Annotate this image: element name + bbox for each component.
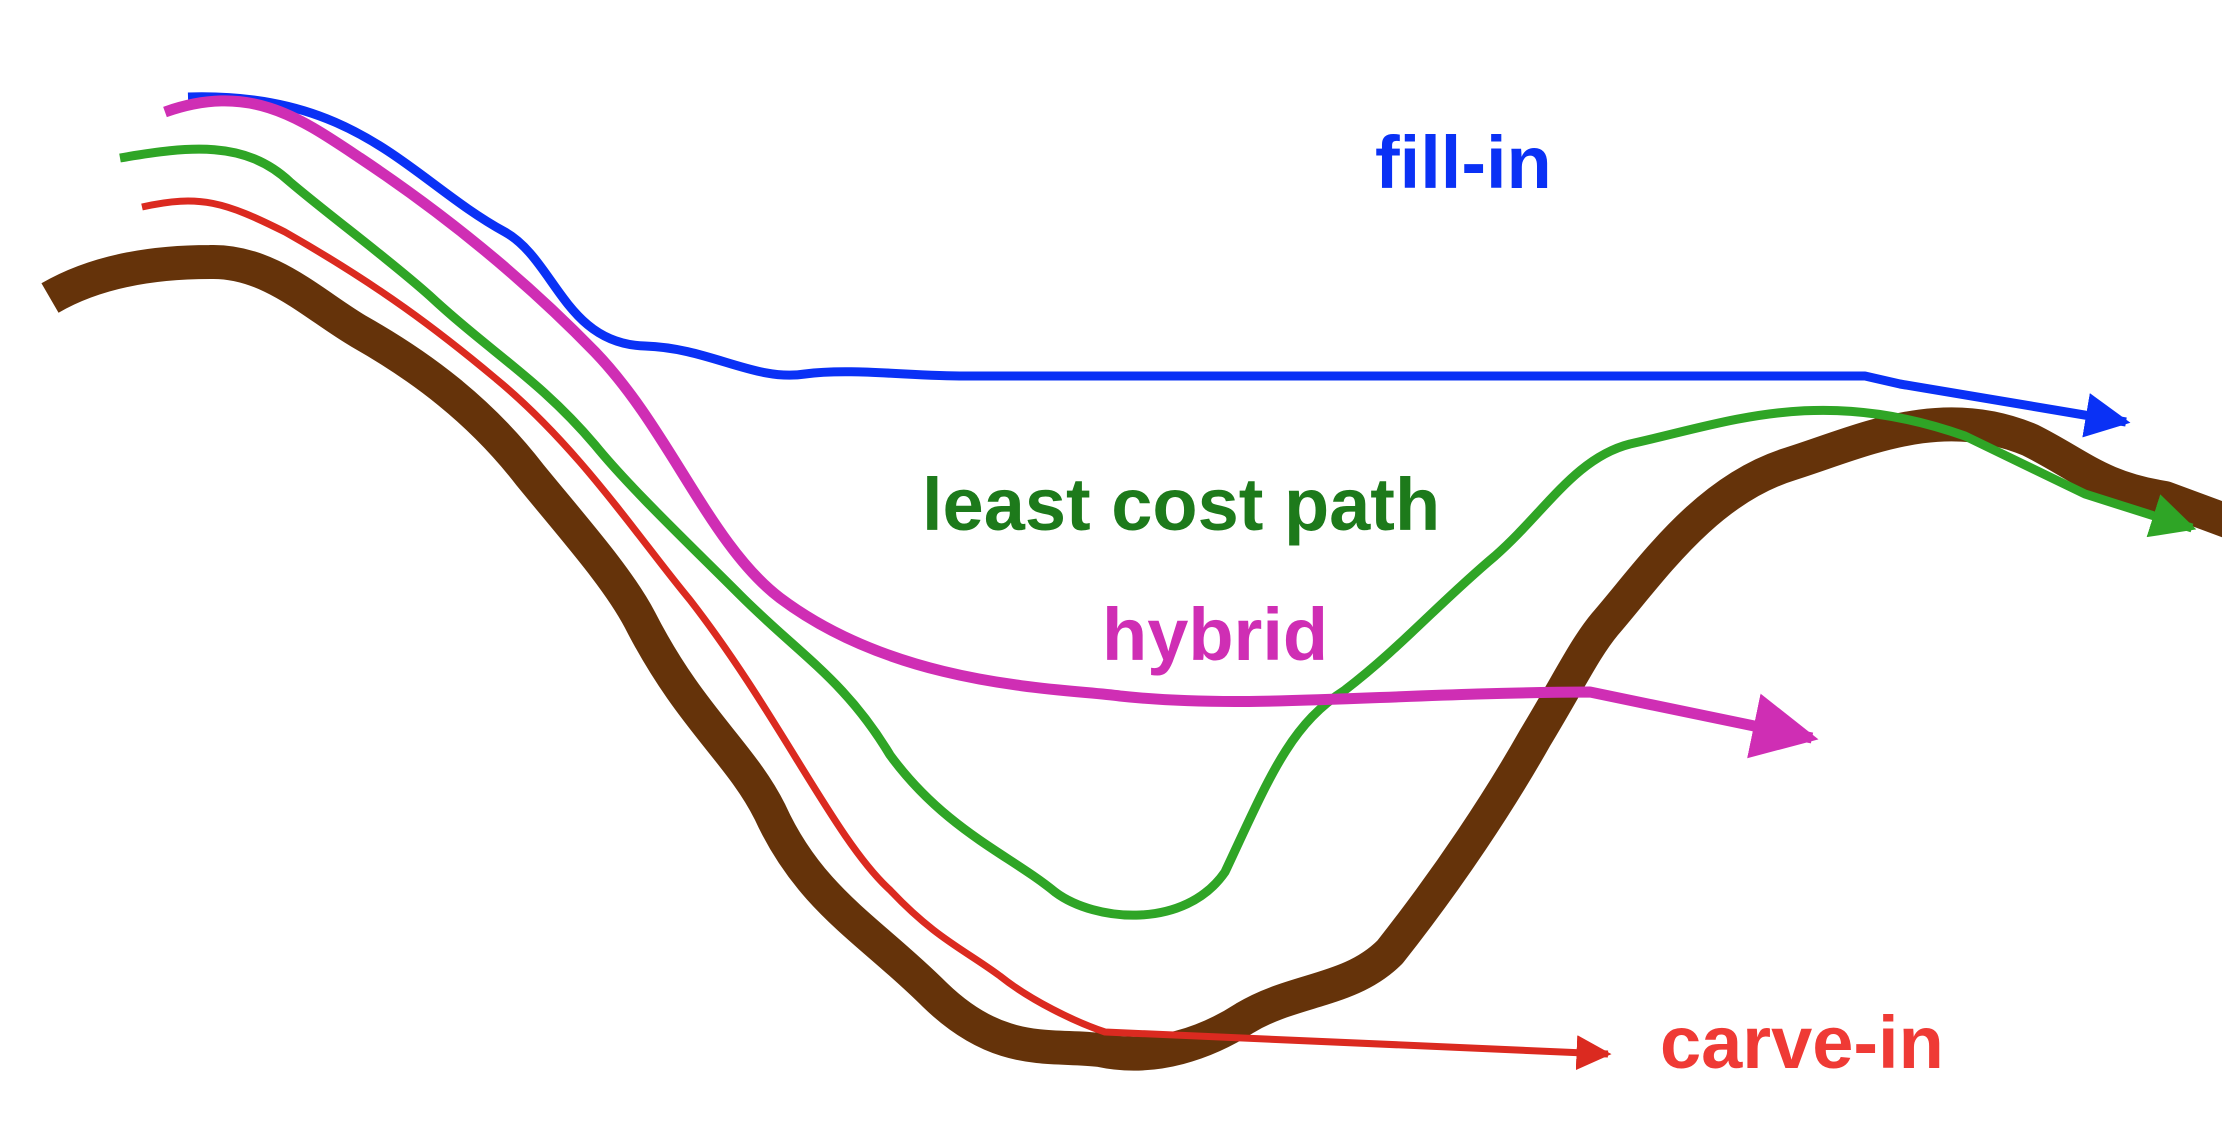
carve-in-path: [141, 197, 1612, 1071]
fill-in-path: [187, 92, 2131, 438]
fill-in-label: fill-in: [1375, 121, 1552, 204]
hybrid-label: hybrid: [1102, 593, 1328, 676]
carve-in-label: carve-in: [1660, 1001, 1944, 1084]
terrain-profile-line: [41, 244, 2222, 1071]
least-cost-path-label: least cost path: [922, 463, 1440, 546]
least-cost-path-line: [119, 144, 2197, 920]
hybrid-path: [163, 95, 1819, 759]
